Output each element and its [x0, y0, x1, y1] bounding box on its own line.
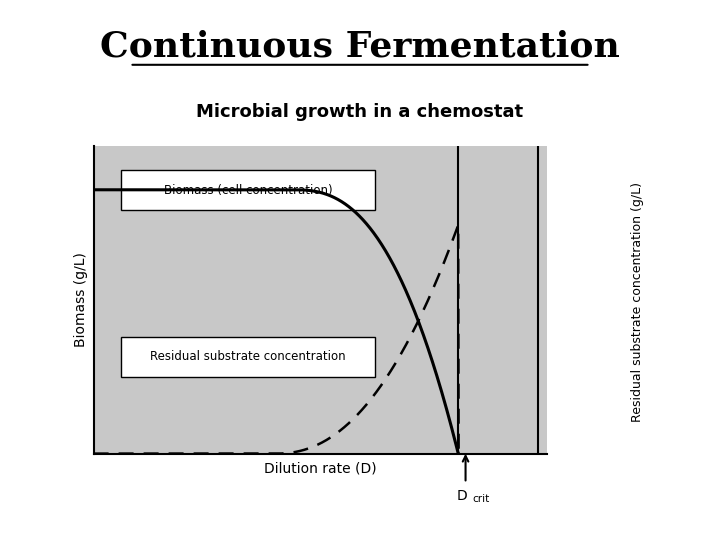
- Text: Continuous Fermentation: Continuous Fermentation: [100, 30, 620, 64]
- Text: Microbial growth in a chemostat: Microbial growth in a chemostat: [197, 103, 523, 120]
- Text: crit: crit: [473, 494, 490, 504]
- Text: Residual substrate concentration: Residual substrate concentration: [150, 350, 346, 363]
- FancyBboxPatch shape: [121, 336, 375, 377]
- Y-axis label: Biomass (g/L): Biomass (g/L): [74, 252, 88, 347]
- Text: Biomass (cell concentration): Biomass (cell concentration): [163, 184, 332, 197]
- Text: Residual substrate concentration (g/L): Residual substrate concentration (g/L): [631, 183, 644, 422]
- FancyBboxPatch shape: [121, 171, 375, 211]
- Text: D: D: [456, 489, 467, 503]
- X-axis label: Dilution rate (D): Dilution rate (D): [264, 462, 377, 476]
